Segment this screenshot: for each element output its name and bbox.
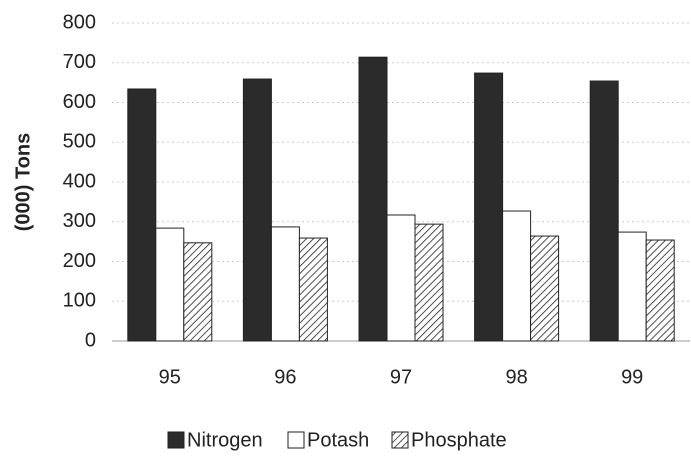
- bar: [645, 239, 675, 342]
- bar: [298, 237, 328, 342]
- y-tick-label: 100: [63, 290, 96, 312]
- y-tick-label: 200: [63, 250, 96, 272]
- legend-label: Potash: [307, 429, 369, 451]
- y-tick-label: 300: [63, 210, 96, 232]
- bar: [617, 231, 647, 342]
- y-tick-label: 800: [63, 11, 96, 33]
- legend-swatch: [167, 431, 185, 449]
- y-tick-label: 700: [63, 51, 96, 73]
- x-tick-label: 99: [621, 366, 643, 388]
- x-tick-label: 98: [505, 366, 527, 388]
- bar: [502, 210, 532, 342]
- bar: [155, 227, 185, 342]
- bar: [242, 78, 272, 342]
- legend-swatch: [391, 431, 409, 449]
- x-tick-label: 96: [274, 366, 296, 388]
- bar: [270, 226, 300, 342]
- x-tick-label: 97: [390, 366, 412, 388]
- x-tick-label: 95: [159, 366, 181, 388]
- legend-swatch: [287, 431, 305, 449]
- bar: [474, 72, 504, 342]
- y-axis-label: (000) Tons: [12, 133, 34, 232]
- bar: [530, 235, 560, 342]
- y-tick-label: 500: [63, 131, 96, 153]
- bar: [386, 214, 416, 342]
- legend-label: Nitrogen: [187, 429, 263, 451]
- bar: [414, 223, 444, 342]
- y-tick-label: 600: [63, 91, 96, 113]
- y-tick-label: 400: [63, 170, 96, 192]
- legend-label: Phosphate: [411, 429, 507, 451]
- bar: [358, 56, 388, 342]
- bar: [127, 88, 157, 342]
- bar: [589, 80, 619, 342]
- y-tick-label: 0: [85, 329, 96, 351]
- bar: [183, 242, 213, 342]
